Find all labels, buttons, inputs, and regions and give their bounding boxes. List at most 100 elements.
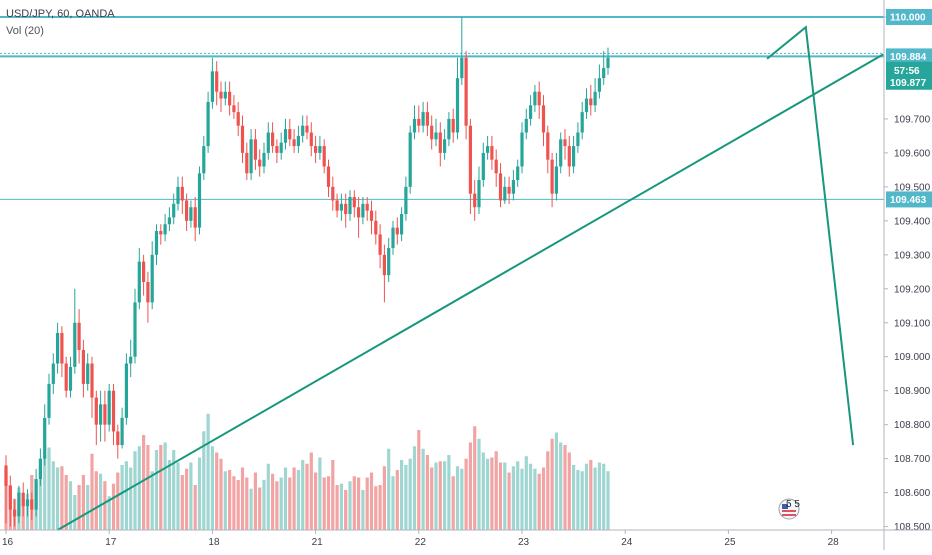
volume-bar <box>529 463 533 530</box>
volume-bar <box>185 468 189 530</box>
candle-body <box>223 91 227 99</box>
volume-bar <box>606 471 610 530</box>
volume-bar <box>541 467 546 530</box>
current-price-bg <box>886 61 932 90</box>
candle-body <box>99 404 103 425</box>
volume-bar <box>309 452 313 530</box>
candle-body <box>572 146 576 167</box>
candle-body <box>408 132 412 187</box>
candle-body <box>498 173 503 201</box>
candle-body <box>382 254 386 276</box>
level-sup-label-bg <box>886 191 932 208</box>
volume-bar <box>404 465 408 530</box>
volume-bar <box>455 466 460 530</box>
candle-body <box>292 139 296 147</box>
candle-body <box>163 224 167 235</box>
drawings[interactable] <box>57 25 884 531</box>
level-top-label-bg <box>886 8 932 25</box>
candle-body <box>266 132 270 153</box>
candle-body <box>249 139 253 174</box>
candle-body <box>150 254 154 303</box>
volume-bar <box>215 452 219 530</box>
volume-bar <box>486 458 490 530</box>
candle-body <box>443 139 447 153</box>
volume-bar <box>94 471 98 530</box>
candle-body <box>322 146 326 167</box>
logo-text: 5 5 <box>786 499 800 510</box>
candle-body <box>421 112 425 126</box>
volume-bar <box>77 485 81 530</box>
candle-body <box>434 132 438 140</box>
candle-body <box>447 118 451 140</box>
volume-bar <box>275 481 279 530</box>
time-tick-label: 16 <box>2 537 14 548</box>
candle-body <box>34 479 38 510</box>
volume-bar <box>563 445 567 530</box>
candle-body <box>240 125 245 153</box>
volume-legend[interactable]: Vol (20) <box>6 25 44 37</box>
volume-bar <box>339 483 343 530</box>
volume-bar <box>305 463 309 530</box>
candle-body <box>103 404 107 425</box>
candle-body <box>511 180 515 194</box>
candle-body <box>120 417 124 446</box>
price-tick-label: 108.800 <box>894 420 931 431</box>
candle-body <box>73 322 77 367</box>
time-tick-label: 24 <box>621 537 633 548</box>
volume-bar <box>580 471 584 530</box>
symbol-legend[interactable]: USD/JPY, 60, OANDA <box>6 8 115 20</box>
candle-body <box>68 366 73 391</box>
candle-body <box>90 363 94 398</box>
volume-bar <box>103 481 107 530</box>
candle-body <box>107 390 111 425</box>
price-tick-label: 109.000 <box>894 352 931 363</box>
candle-body <box>288 129 292 140</box>
volume-bar <box>193 485 197 530</box>
time-axis[interactable]: 16 17 18 21 22 23 24 25 28 <box>0 529 932 548</box>
volume-bar <box>468 442 472 530</box>
level-top-label: 110.000 <box>890 12 926 23</box>
candle-body <box>348 197 352 215</box>
candle-body <box>391 227 395 249</box>
candle-body <box>197 173 202 228</box>
volume-bar <box>391 476 395 530</box>
level-sup-label: 109.463 <box>890 195 927 206</box>
volume-bar <box>129 467 133 530</box>
volume-bar <box>292 467 296 530</box>
candle-body <box>589 98 593 106</box>
candle-body <box>21 492 25 507</box>
countdown-label: 57:56 <box>894 66 920 77</box>
candle-body <box>275 146 279 153</box>
candle-body <box>154 231 159 255</box>
volume-bar <box>451 476 455 530</box>
candle-body <box>339 203 343 211</box>
volume-bar <box>240 467 245 530</box>
candle-body <box>271 132 275 147</box>
volume-bar <box>421 448 425 530</box>
candle-body <box>550 159 554 194</box>
candle-body <box>64 363 68 391</box>
candle-body <box>477 180 481 208</box>
volume-bar <box>507 472 511 530</box>
price-tick-label: 109.100 <box>894 318 931 329</box>
volume-bar <box>219 458 223 530</box>
candle-body <box>357 207 361 218</box>
price-tick-label: 108.500 <box>894 522 931 533</box>
volume-bar <box>524 456 528 530</box>
candle-body <box>47 383 51 418</box>
candle-body <box>464 57 468 126</box>
volume-bar <box>47 447 51 530</box>
candle-body <box>51 363 55 384</box>
candle-body <box>490 146 494 160</box>
candle-body <box>335 200 339 211</box>
candle-body <box>232 105 236 113</box>
horizontal-levels[interactable] <box>0 15 884 200</box>
price-axis[interactable]: 110.000 109.700 109.600 109.500 109.400 109.3… <box>883 0 932 550</box>
candle-body <box>314 146 318 153</box>
volume-bar <box>64 475 68 530</box>
candle-body <box>365 203 369 211</box>
candle-body <box>137 261 141 303</box>
volume-bar <box>602 463 606 530</box>
